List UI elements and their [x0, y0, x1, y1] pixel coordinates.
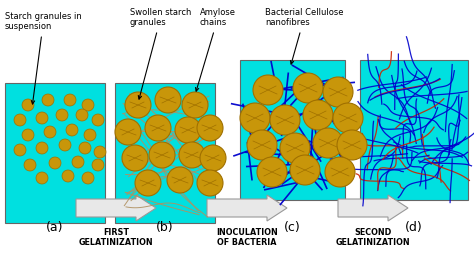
Circle shape	[115, 119, 141, 145]
Circle shape	[64, 94, 76, 106]
Circle shape	[145, 115, 171, 141]
Text: FIRST
GELATINIZATION: FIRST GELATINIZATION	[79, 228, 153, 247]
Circle shape	[56, 109, 68, 121]
Text: (d): (d)	[405, 220, 423, 234]
Bar	[360, 60, 468, 200]
Circle shape	[59, 139, 71, 151]
Circle shape	[82, 172, 94, 184]
Circle shape	[94, 146, 106, 158]
Circle shape	[125, 92, 151, 118]
Text: Amylose
chains: Amylose chains	[195, 8, 236, 91]
Circle shape	[42, 94, 54, 106]
Circle shape	[14, 144, 26, 156]
Circle shape	[200, 145, 226, 171]
Circle shape	[14, 114, 26, 126]
Circle shape	[62, 170, 74, 182]
Circle shape	[82, 99, 94, 111]
Circle shape	[197, 115, 223, 141]
Circle shape	[337, 130, 367, 160]
Text: Bacterial Cellulose
nanofibres: Bacterial Cellulose nanofibres	[265, 8, 344, 64]
FancyArrow shape	[338, 195, 408, 221]
Circle shape	[175, 117, 201, 143]
Circle shape	[257, 157, 287, 187]
Circle shape	[149, 142, 175, 168]
Circle shape	[22, 99, 34, 111]
Circle shape	[135, 170, 161, 196]
Circle shape	[155, 87, 181, 113]
FancyArrow shape	[76, 195, 156, 221]
Circle shape	[84, 129, 96, 141]
Circle shape	[36, 172, 48, 184]
Circle shape	[253, 75, 283, 105]
Circle shape	[72, 156, 84, 168]
Circle shape	[76, 109, 88, 121]
Text: (c): (c)	[283, 220, 301, 234]
Circle shape	[313, 128, 343, 158]
Circle shape	[290, 155, 320, 185]
Bar	[5, 83, 105, 223]
Circle shape	[79, 142, 91, 154]
Text: (b): (b)	[156, 220, 174, 234]
FancyArrow shape	[207, 195, 287, 221]
Circle shape	[66, 124, 78, 136]
Circle shape	[247, 130, 277, 160]
Text: INOCULATION
OF BACTERIA: INOCULATION OF BACTERIA	[216, 228, 278, 247]
Circle shape	[303, 100, 333, 130]
Text: Swollen starch
granules: Swollen starch granules	[130, 8, 191, 99]
Circle shape	[24, 159, 36, 171]
Circle shape	[167, 167, 193, 193]
Circle shape	[325, 157, 355, 187]
Circle shape	[22, 129, 34, 141]
Circle shape	[182, 92, 208, 118]
Circle shape	[323, 77, 353, 107]
Text: Starch granules in
suspension: Starch granules in suspension	[5, 12, 82, 104]
Circle shape	[179, 142, 205, 168]
Circle shape	[270, 105, 300, 135]
Text: SECOND
GELATINIZATION: SECOND GELATINIZATION	[336, 228, 410, 247]
Circle shape	[122, 145, 148, 171]
Circle shape	[333, 103, 363, 133]
Circle shape	[293, 73, 323, 103]
Circle shape	[197, 170, 223, 196]
Circle shape	[92, 114, 104, 126]
Circle shape	[36, 112, 48, 124]
Bar	[240, 60, 345, 200]
Circle shape	[36, 142, 48, 154]
Circle shape	[280, 133, 310, 163]
Circle shape	[240, 103, 270, 133]
Circle shape	[92, 159, 104, 171]
Bar	[115, 83, 215, 223]
Circle shape	[49, 157, 61, 169]
Circle shape	[44, 126, 56, 138]
Text: (a): (a)	[46, 220, 64, 234]
